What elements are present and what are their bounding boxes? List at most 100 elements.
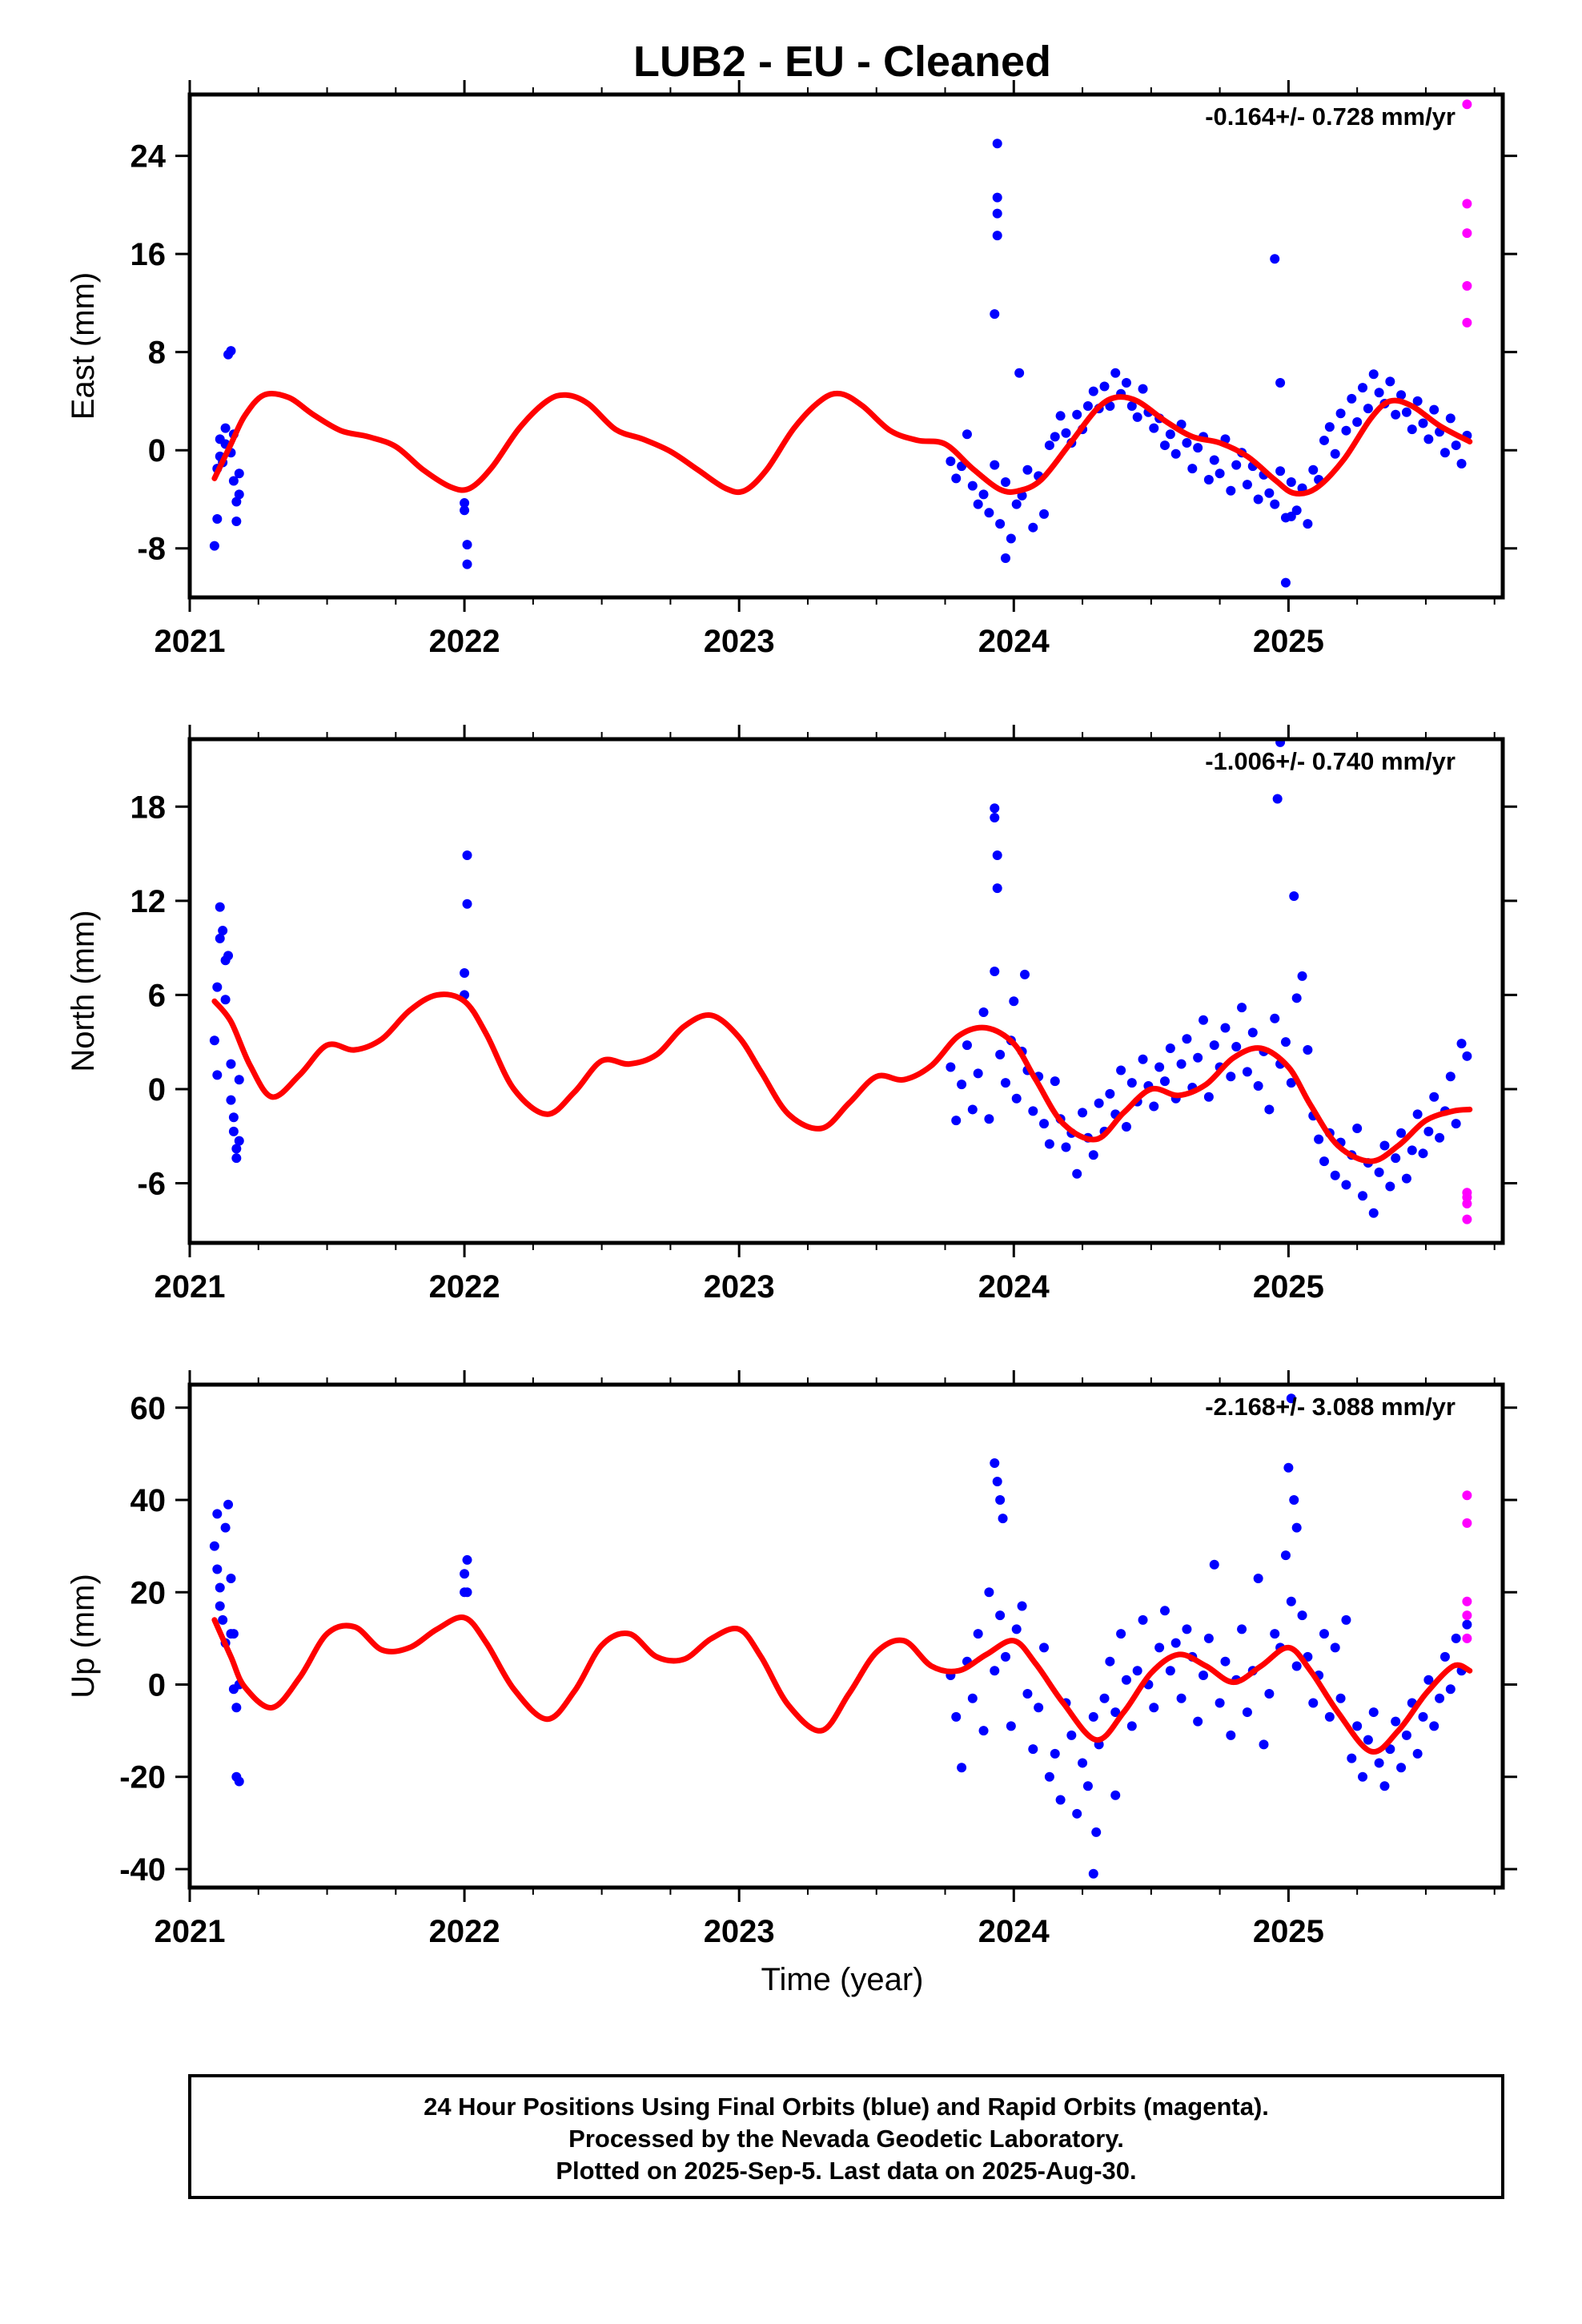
north-final-orbit-point xyxy=(1105,1088,1115,1099)
north-final-orbit-point xyxy=(1303,1044,1313,1055)
north-xtick-label: 2023 xyxy=(704,1269,775,1305)
east-final-orbit-point xyxy=(962,429,972,440)
up-final-orbit-point xyxy=(992,1476,1002,1486)
north-final-orbit-point xyxy=(1203,1092,1214,1102)
north-final-orbit-point xyxy=(990,803,1000,814)
up-final-orbit-point xyxy=(212,1509,223,1519)
up-final-orbit-point xyxy=(1220,1656,1231,1667)
up-final-orbit-point xyxy=(1165,1666,1175,1676)
up-final-orbit-point xyxy=(1401,1730,1411,1740)
east-final-orbit-point xyxy=(1456,459,1467,469)
north-final-orbit-point xyxy=(1220,1023,1231,1033)
east-panel: 2021 2022 2023 2024 2025 -8 0 8 16 24 East (mm) -0.… xyxy=(66,80,1517,659)
north-final-orbit-point xyxy=(984,1114,994,1124)
east-final-orbit-point xyxy=(1044,440,1054,451)
up-final-orbit-point xyxy=(1034,1703,1044,1713)
up-final-orbit-point xyxy=(1396,1763,1407,1773)
east-final-orbit-point xyxy=(1291,505,1302,516)
north-final-orbit-point xyxy=(1423,1126,1434,1136)
up-final-orbit-point xyxy=(462,1554,472,1565)
east-final-orbit-point xyxy=(1401,407,1411,417)
east-model-fit-line xyxy=(211,390,1473,497)
up-final-orbit-point xyxy=(1050,1748,1060,1759)
north-final-orbit-point xyxy=(209,1035,219,1046)
footer-line-1: 24 Hour Positions Using Final Orbits (bl… xyxy=(424,2093,1269,2121)
east-final-orbit-point xyxy=(1028,522,1038,533)
east-ytick-label: 0 xyxy=(148,433,166,468)
north-final-orbit-point xyxy=(1264,1104,1275,1115)
east-final-orbit-point xyxy=(1330,448,1340,459)
east-final-orbit-point xyxy=(1286,511,1296,521)
east-final-orbit-point xyxy=(1374,388,1384,398)
north-final-orbit-point xyxy=(1291,993,1302,1003)
north-final-orbit-point xyxy=(1445,1072,1456,1082)
east-rapid-orbit-point xyxy=(1462,317,1472,328)
north-final-orbit-point xyxy=(462,850,472,861)
east-final-orbit-point xyxy=(1270,254,1280,264)
north-final-orbit-point xyxy=(1341,1180,1351,1190)
east-final-orbit-point xyxy=(1418,418,1428,428)
up-final-orbit-point xyxy=(1039,1642,1050,1653)
north-final-orbit-point xyxy=(1330,1170,1340,1180)
east-final-orbit-point xyxy=(1423,434,1434,444)
north-final-orbit-point xyxy=(223,951,234,961)
north-final-orbit-point xyxy=(1149,1101,1159,1112)
up-final-orbit-point xyxy=(1358,1771,1368,1782)
east-final-orbit-point xyxy=(1396,390,1407,400)
north-final-orbit-point xyxy=(1154,1062,1165,1072)
east-final-orbit-point xyxy=(1006,533,1016,544)
east-final-orbit-point xyxy=(995,519,1006,529)
up-final-orbit-point xyxy=(1149,1703,1159,1713)
north-final-orbit-point xyxy=(1352,1123,1363,1133)
north-final-orbit-point xyxy=(220,995,231,1005)
north-final-orbit-point xyxy=(1165,1043,1175,1054)
north-final-orbit-point xyxy=(1237,1003,1247,1013)
east-final-orbit-point xyxy=(1011,499,1022,509)
up-final-orbit-point xyxy=(1451,1633,1461,1643)
east-final-orbit-point xyxy=(1182,438,1192,448)
up-rapid-orbit-point xyxy=(1462,1610,1472,1621)
up-final-orbit-point xyxy=(1289,1495,1299,1506)
footer-line-3: Plotted on 2025-Sep-5. Last data on 2025… xyxy=(556,2157,1136,2185)
east-final-orbit-point xyxy=(1429,404,1439,415)
north-final-orbit-point xyxy=(1435,1132,1445,1143)
up-ytick-label: 0 xyxy=(148,1667,166,1703)
up-final-orbit-point xyxy=(234,1776,244,1787)
up-final-orbit-point xyxy=(1347,1753,1357,1763)
north-final-orbit-point xyxy=(1159,1076,1170,1087)
east-final-orbit-point xyxy=(1203,474,1214,485)
north-model-fit-line xyxy=(211,991,1473,1164)
up-final-orbit-point xyxy=(1423,1675,1434,1685)
east-final-orbit-point xyxy=(1055,411,1066,421)
up-final-orbit-point xyxy=(215,1601,225,1611)
up-final-orbit-point xyxy=(231,1703,242,1713)
north-final-orbit-point xyxy=(1226,1072,1236,1082)
north-final-orbit-point xyxy=(1289,891,1299,901)
north-final-orbit-point xyxy=(1011,1093,1022,1104)
north-final-orbit-point xyxy=(1401,1173,1411,1184)
up-final-orbit-point xyxy=(1126,1721,1137,1731)
up-final-orbit-point xyxy=(990,1666,1000,1676)
north-final-orbit-point xyxy=(1000,1078,1010,1088)
east-final-orbit-point xyxy=(1286,477,1296,488)
up-final-orbit-point xyxy=(1017,1601,1027,1611)
up-final-orbit-point xyxy=(1412,1748,1423,1759)
east-final-orbit-point xyxy=(1170,448,1181,459)
east-plot-frame xyxy=(187,92,1505,600)
east-final-orbit-point xyxy=(973,499,983,509)
up-xtick-label: 2025 xyxy=(1253,1914,1324,1949)
up-final-orbit-point xyxy=(1006,1721,1016,1731)
north-xtick-label: 2024 xyxy=(978,1269,1050,1305)
east-final-orbit-point xyxy=(992,208,1002,219)
north-final-orbit-point xyxy=(951,1116,962,1126)
east-final-orbit-point xyxy=(1412,396,1423,406)
east-final-orbit-point xyxy=(462,540,472,550)
east-final-orbit-point xyxy=(1445,413,1456,424)
east-final-orbit-point xyxy=(990,460,1000,470)
up-final-orbit-point xyxy=(973,1629,983,1639)
north-final-orbit-point xyxy=(1368,1208,1379,1218)
north-final-orbit-point xyxy=(212,1070,223,1080)
east-y-axis-label: East (mm) xyxy=(66,272,101,420)
north-final-orbit-point xyxy=(990,812,1000,822)
